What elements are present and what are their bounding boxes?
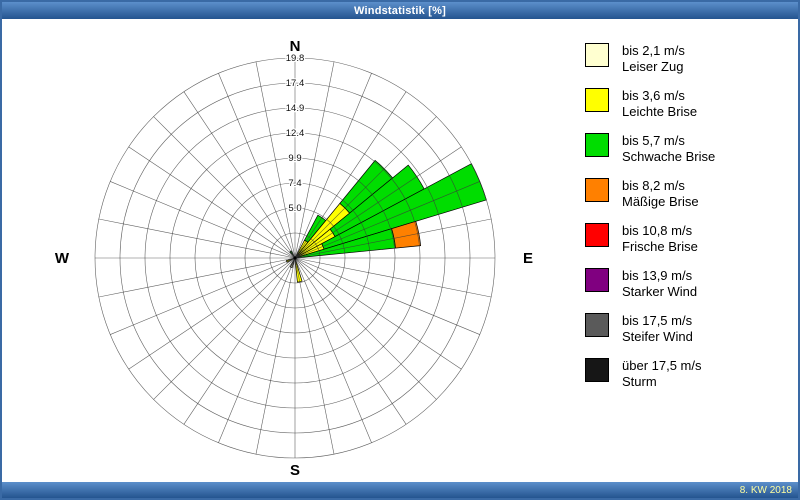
legend-speed-range: bis 2,1 m/s <box>622 43 685 58</box>
grid-spoke <box>128 146 296 259</box>
legend-label-leichte_brise: bis 3,6 m/s Leichte Brise <box>622 88 697 120</box>
grid-spoke <box>98 257 296 298</box>
legend: bis 2,1 m/s Leiser Zug bis 3,6 m/s Leichte … <box>585 43 790 403</box>
grid-spoke <box>128 257 296 370</box>
legend-swatch-leiser_zug <box>585 43 609 67</box>
legend-class-name: Leichte Brise <box>622 104 698 119</box>
compass-label-east: E <box>523 250 533 267</box>
legend-class-name: Frische Brise <box>622 239 698 254</box>
ring-percentage-label: 12.4 <box>286 128 305 139</box>
grid-spoke <box>294 257 372 443</box>
grid-spoke <box>294 146 462 259</box>
legend-speed-range: bis 10,8 m/s <box>622 223 693 238</box>
legend-label-starker_wind: bis 13,9 m/s Starker Wind <box>622 268 697 300</box>
ring-percentage-label: 14.9 <box>286 103 305 114</box>
grid-spoke <box>294 257 480 335</box>
legend-swatch-frische_brise <box>585 223 609 247</box>
legend-item-leichte_brise: bis 3,6 m/s Leichte Brise <box>585 88 790 120</box>
legend-item-leiser_zug: bis 2,1 m/s Leiser Zug <box>585 43 790 75</box>
legend-class-name: Mäßige Brise <box>622 194 699 209</box>
legend-item-starker_wind: bis 13,9 m/s Starker Wind <box>585 268 790 300</box>
grid-spoke <box>294 181 480 259</box>
legend-item-maessige_brise: bis 8,2 m/s Mäßige Brise <box>585 178 790 210</box>
legend-label-leiser_zug: bis 2,1 m/s Leiser Zug <box>622 43 685 75</box>
compass-label-south: S <box>290 462 300 479</box>
legend-speed-range: bis 8,2 m/s <box>622 178 685 193</box>
grid-spoke <box>294 218 492 259</box>
legend-speed-range: bis 17,5 m/s <box>622 313 693 328</box>
legend-item-steifer_wind: bis 17,5 m/s Steifer Wind <box>585 313 790 345</box>
grid-spoke <box>110 181 296 259</box>
grid-spoke <box>98 218 296 259</box>
grid-spoke <box>153 116 296 259</box>
legend-swatch-leichte_brise <box>585 88 609 112</box>
grid-spoke <box>294 116 437 259</box>
chart-title: Windstatistik [%] <box>354 4 446 17</box>
grid-spoke <box>294 91 407 259</box>
ring-percentage-label: 17.4 <box>286 78 305 89</box>
legend-swatch-steifer_wind <box>585 313 609 337</box>
legend-item-sturm: über 17,5 m/s Sturm <box>585 358 790 390</box>
legend-item-frische_brise: bis 10,8 m/s Frische Brise <box>585 223 790 255</box>
grid-spoke <box>294 257 492 298</box>
grid-spoke <box>294 257 335 455</box>
ring-percentage-label: 5.0 <box>288 203 301 214</box>
legend-swatch-starker_wind <box>585 268 609 292</box>
legend-speed-range: bis 5,7 m/s <box>622 133 685 148</box>
legend-class-name: Sturm <box>622 374 657 389</box>
footer-bar: 8. KW 2018 <box>2 482 798 498</box>
legend-speed-range: bis 3,6 m/s <box>622 88 685 103</box>
windrose-petal-segment-maessige_brise <box>391 220 422 249</box>
title-bar: Windstatistik [%] <box>2 2 798 19</box>
windrose-chart: 19.8 17.4 14.9 12.4 9.9 7.4 5.0 N E S W <box>55 38 533 479</box>
grid-spoke <box>218 257 296 443</box>
ring-percentage-label: 19.8 <box>286 53 305 64</box>
grid-spoke <box>153 257 296 400</box>
grid-spoke <box>110 257 296 335</box>
legend-item-schwache_brise: bis 5,7 m/s Schwache Brise <box>585 133 790 165</box>
legend-class-name: Starker Wind <box>622 284 698 299</box>
legend-speed-range: bis 13,9 m/s <box>622 268 693 283</box>
grid-spoke <box>294 257 437 400</box>
legend-swatch-schwache_brise <box>585 133 609 157</box>
grid-spoke <box>294 257 407 425</box>
compass-label-north: N <box>290 38 301 55</box>
legend-label-schwache_brise: bis 5,7 m/s Schwache Brise <box>622 133 715 165</box>
legend-label-maessige_brise: bis 8,2 m/s Mäßige Brise <box>622 178 699 210</box>
legend-class-name: Schwache Brise <box>622 149 716 164</box>
grid-spoke <box>218 73 296 259</box>
grid-spoke <box>294 73 372 259</box>
grid-spoke <box>294 257 462 370</box>
legend-speed-range: über 17,5 m/s <box>622 358 702 373</box>
grid-spoke <box>294 61 335 259</box>
grid-spoke <box>183 91 296 259</box>
grid-spoke <box>255 257 296 455</box>
legend-label-frische_brise: bis 10,8 m/s Frische Brise <box>622 223 698 255</box>
chart-area: 19.8 17.4 14.9 12.4 9.9 7.4 5.0 N E S W bis 2,1 m/… <box>2 19 798 482</box>
legend-swatch-maessige_brise <box>585 178 609 202</box>
ring-percentage-label: 9.9 <box>288 153 301 164</box>
footer-week-label: 8. KW 2018 <box>739 484 792 496</box>
center-dot <box>293 256 297 260</box>
grid-spoke <box>183 257 296 425</box>
legend-swatch-sturm <box>585 358 609 382</box>
legend-class-name: Steifer Wind <box>622 329 693 344</box>
legend-class-name: Leiser Zug <box>622 59 684 74</box>
grid-spoke <box>255 61 296 259</box>
compass-label-west: W <box>55 250 70 267</box>
ring-percentage-label: 7.4 <box>288 178 301 189</box>
legend-label-steifer_wind: bis 17,5 m/s Steifer Wind <box>622 313 693 345</box>
legend-label-sturm: über 17,5 m/s Sturm <box>622 358 702 390</box>
